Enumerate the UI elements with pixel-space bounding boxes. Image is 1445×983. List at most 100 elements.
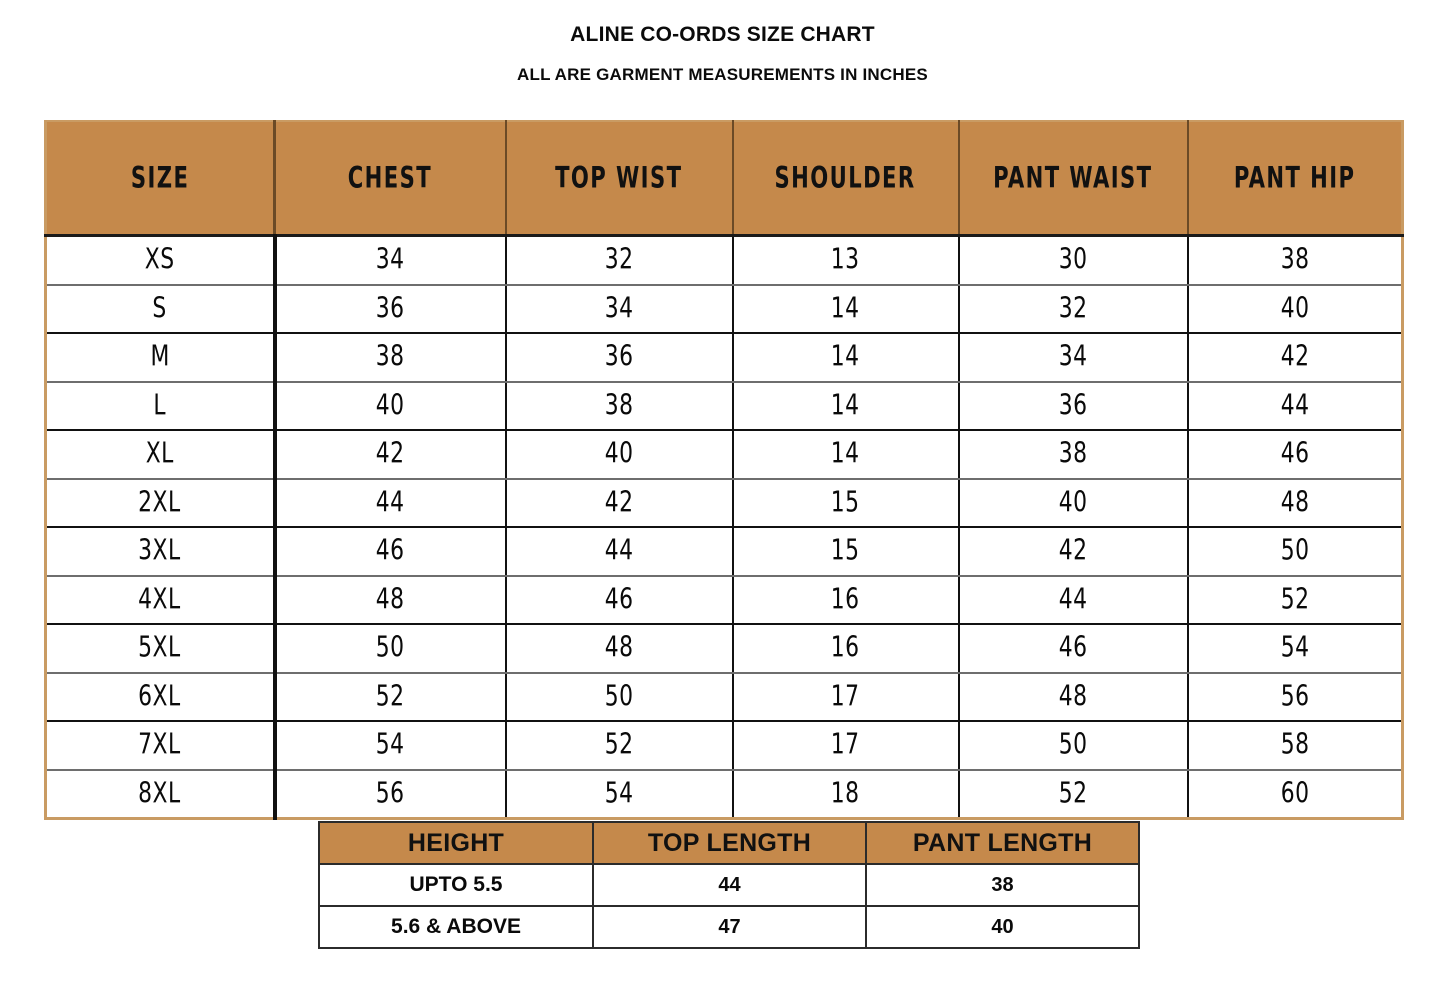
cell-pant-hip-value: 42 <box>1280 341 1310 374</box>
cell-pant-hip: 50 <box>1187 527 1403 577</box>
cell-pant-length: 38 <box>866 864 1139 907</box>
column-header-chest: CHEST <box>274 121 507 237</box>
table-row: 7XL 54 52 17 50 58 <box>45 721 1403 771</box>
cell-size-value: 7XL <box>138 729 181 762</box>
cell-size-value: M <box>150 341 170 374</box>
cell-size: M <box>45 333 277 383</box>
cell-chest-value: 46 <box>376 535 405 568</box>
height-table-header-row: HEIGHT TOP LENGTH PANT LENGTH <box>319 822 1139 865</box>
cell-size-value: 5XL <box>138 632 181 665</box>
chart-titles: ALINE CO-ORDS SIZE CHART ALL ARE GARMENT… <box>0 0 1445 86</box>
table-row: 5XL 50 48 16 46 54 <box>45 624 1403 674</box>
cell-chest-value: 42 <box>376 438 405 471</box>
cell-chest: 54 <box>274 721 507 771</box>
cell-pant-waist-value: 44 <box>1058 583 1088 616</box>
cell-chest: 44 <box>274 478 507 528</box>
cell-pant-hip: 58 <box>1187 721 1403 771</box>
cell-top-wist: 36 <box>505 333 734 383</box>
cell-pant-waist-value: 38 <box>1058 438 1088 471</box>
cell-pant-hip: 60 <box>1187 769 1403 819</box>
cell-pant-hip-value: 46 <box>1280 438 1310 471</box>
cell-pant-waist-value: 34 <box>1058 341 1088 374</box>
cell-size: XS <box>45 235 277 286</box>
cell-top-wist: 42 <box>505 478 734 528</box>
column-header-pant-waist-label: PANT WAIST <box>993 160 1153 195</box>
height-table-header: HEIGHT TOP LENGTH PANT LENGTH <box>319 822 1139 865</box>
cell-pant-waist: 38 <box>958 430 1189 480</box>
column-header-size-label: SIZE <box>130 160 190 195</box>
cell-top-wist-value: 46 <box>604 583 634 616</box>
cell-chest-value: 44 <box>376 486 405 519</box>
cell-size-value: XL <box>145 438 174 471</box>
cell-shoulder-value: 15 <box>831 535 860 568</box>
cell-top-wist: 32 <box>505 235 734 286</box>
table-row: 5.6 & ABOVE 47 40 <box>319 906 1139 948</box>
cell-top-wist-value: 44 <box>604 535 634 568</box>
column-header-pant-hip-label: PANT HIP <box>1234 160 1356 195</box>
cell-shoulder-value: 17 <box>831 680 860 713</box>
cell-top-wist: 34 <box>505 284 734 334</box>
size-table-header: SIZE CHEST TOP WIST SHOULDER PANT WAIST … <box>45 121 1403 237</box>
cell-top-wist-value: 52 <box>604 729 634 762</box>
cell-pant-hip-value: 56 <box>1280 680 1310 713</box>
table-row: S 36 34 14 32 40 <box>45 284 1403 334</box>
cell-pant-hip: 56 <box>1187 672 1403 722</box>
cell-top-wist-value: 42 <box>604 486 634 519</box>
table-row: 3XL 46 44 15 42 50 <box>45 527 1403 577</box>
cell-top-wist: 48 <box>505 624 734 674</box>
height-table-body: UPTO 5.5 44 38 5.6 & ABOVE 47 40 <box>319 864 1139 948</box>
cell-pant-waist: 44 <box>958 575 1189 625</box>
cell-shoulder: 15 <box>732 478 960 528</box>
column-header-chest-label: CHEST <box>348 160 433 195</box>
cell-shoulder: 13 <box>732 235 960 286</box>
cell-top-length: 44 <box>593 864 867 907</box>
cell-size: 4XL <box>45 575 277 625</box>
cell-pant-waist: 40 <box>958 478 1189 528</box>
cell-size-value: 2XL <box>138 486 181 519</box>
cell-height: UPTO 5.5 <box>319 864 594 907</box>
table-row: UPTO 5.5 44 38 <box>319 864 1139 907</box>
cell-top-wist-value: 40 <box>604 438 634 471</box>
cell-top-wist: 38 <box>505 381 734 431</box>
cell-pant-waist-value: 52 <box>1058 777 1088 810</box>
cell-size: L <box>45 381 277 431</box>
cell-top-wist-value: 32 <box>604 244 634 277</box>
cell-chest: 34 <box>274 235 507 286</box>
cell-pant-waist-value: 46 <box>1058 632 1088 665</box>
cell-pant-waist: 36 <box>958 381 1189 431</box>
cell-shoulder: 14 <box>732 284 960 334</box>
cell-top-wist-value: 34 <box>604 292 634 325</box>
size-chart-table-container: SIZE CHEST TOP WIST SHOULDER PANT WAIST … <box>44 120 1404 820</box>
cell-size-value: 4XL <box>138 583 181 616</box>
cell-pant-hip-value: 58 <box>1280 729 1310 762</box>
cell-pant-waist-value: 40 <box>1058 486 1088 519</box>
page-title: ALINE CO-ORDS SIZE CHART <box>570 23 875 46</box>
cell-chest: 38 <box>274 333 507 383</box>
cell-top-wist: 50 <box>505 672 734 722</box>
cell-size-value: XS <box>144 244 175 277</box>
cell-pant-waist: 34 <box>958 333 1189 383</box>
cell-chest: 56 <box>274 769 507 819</box>
cell-pant-hip-value: 40 <box>1280 292 1310 325</box>
cell-height: 5.6 & ABOVE <box>319 906 594 948</box>
cell-pant-hip: 54 <box>1187 624 1403 674</box>
cell-shoulder-value: 13 <box>831 244 860 277</box>
cell-shoulder: 18 <box>732 769 960 819</box>
cell-pant-hip: 48 <box>1187 478 1403 528</box>
cell-pant-waist-value: 32 <box>1058 292 1088 325</box>
cell-top-length: 47 <box>593 906 867 948</box>
page-subtitle: ALL ARE GARMENT MEASUREMENTS IN INCHES <box>517 65 928 85</box>
cell-shoulder-value: 15 <box>831 486 860 519</box>
cell-size-value: 8XL <box>138 777 181 810</box>
cell-chest-value: 48 <box>376 583 405 616</box>
height-length-table-container: HEIGHT TOP LENGTH PANT LENGTH UPTO 5.5 44… <box>318 821 1140 949</box>
cell-pant-hip: 42 <box>1187 333 1403 383</box>
cell-chest-value: 36 <box>376 292 405 325</box>
column-header-top-wist-label: TOP WIST <box>555 160 683 195</box>
cell-top-wist-value: 36 <box>604 341 634 374</box>
cell-size: 2XL <box>45 478 277 528</box>
table-row: 2XL 44 42 15 40 48 <box>45 478 1403 528</box>
table-row: XL 42 40 14 38 46 <box>45 430 1403 480</box>
table-row: L 40 38 14 36 44 <box>45 381 1403 431</box>
cell-pant-hip: 44 <box>1187 381 1403 431</box>
